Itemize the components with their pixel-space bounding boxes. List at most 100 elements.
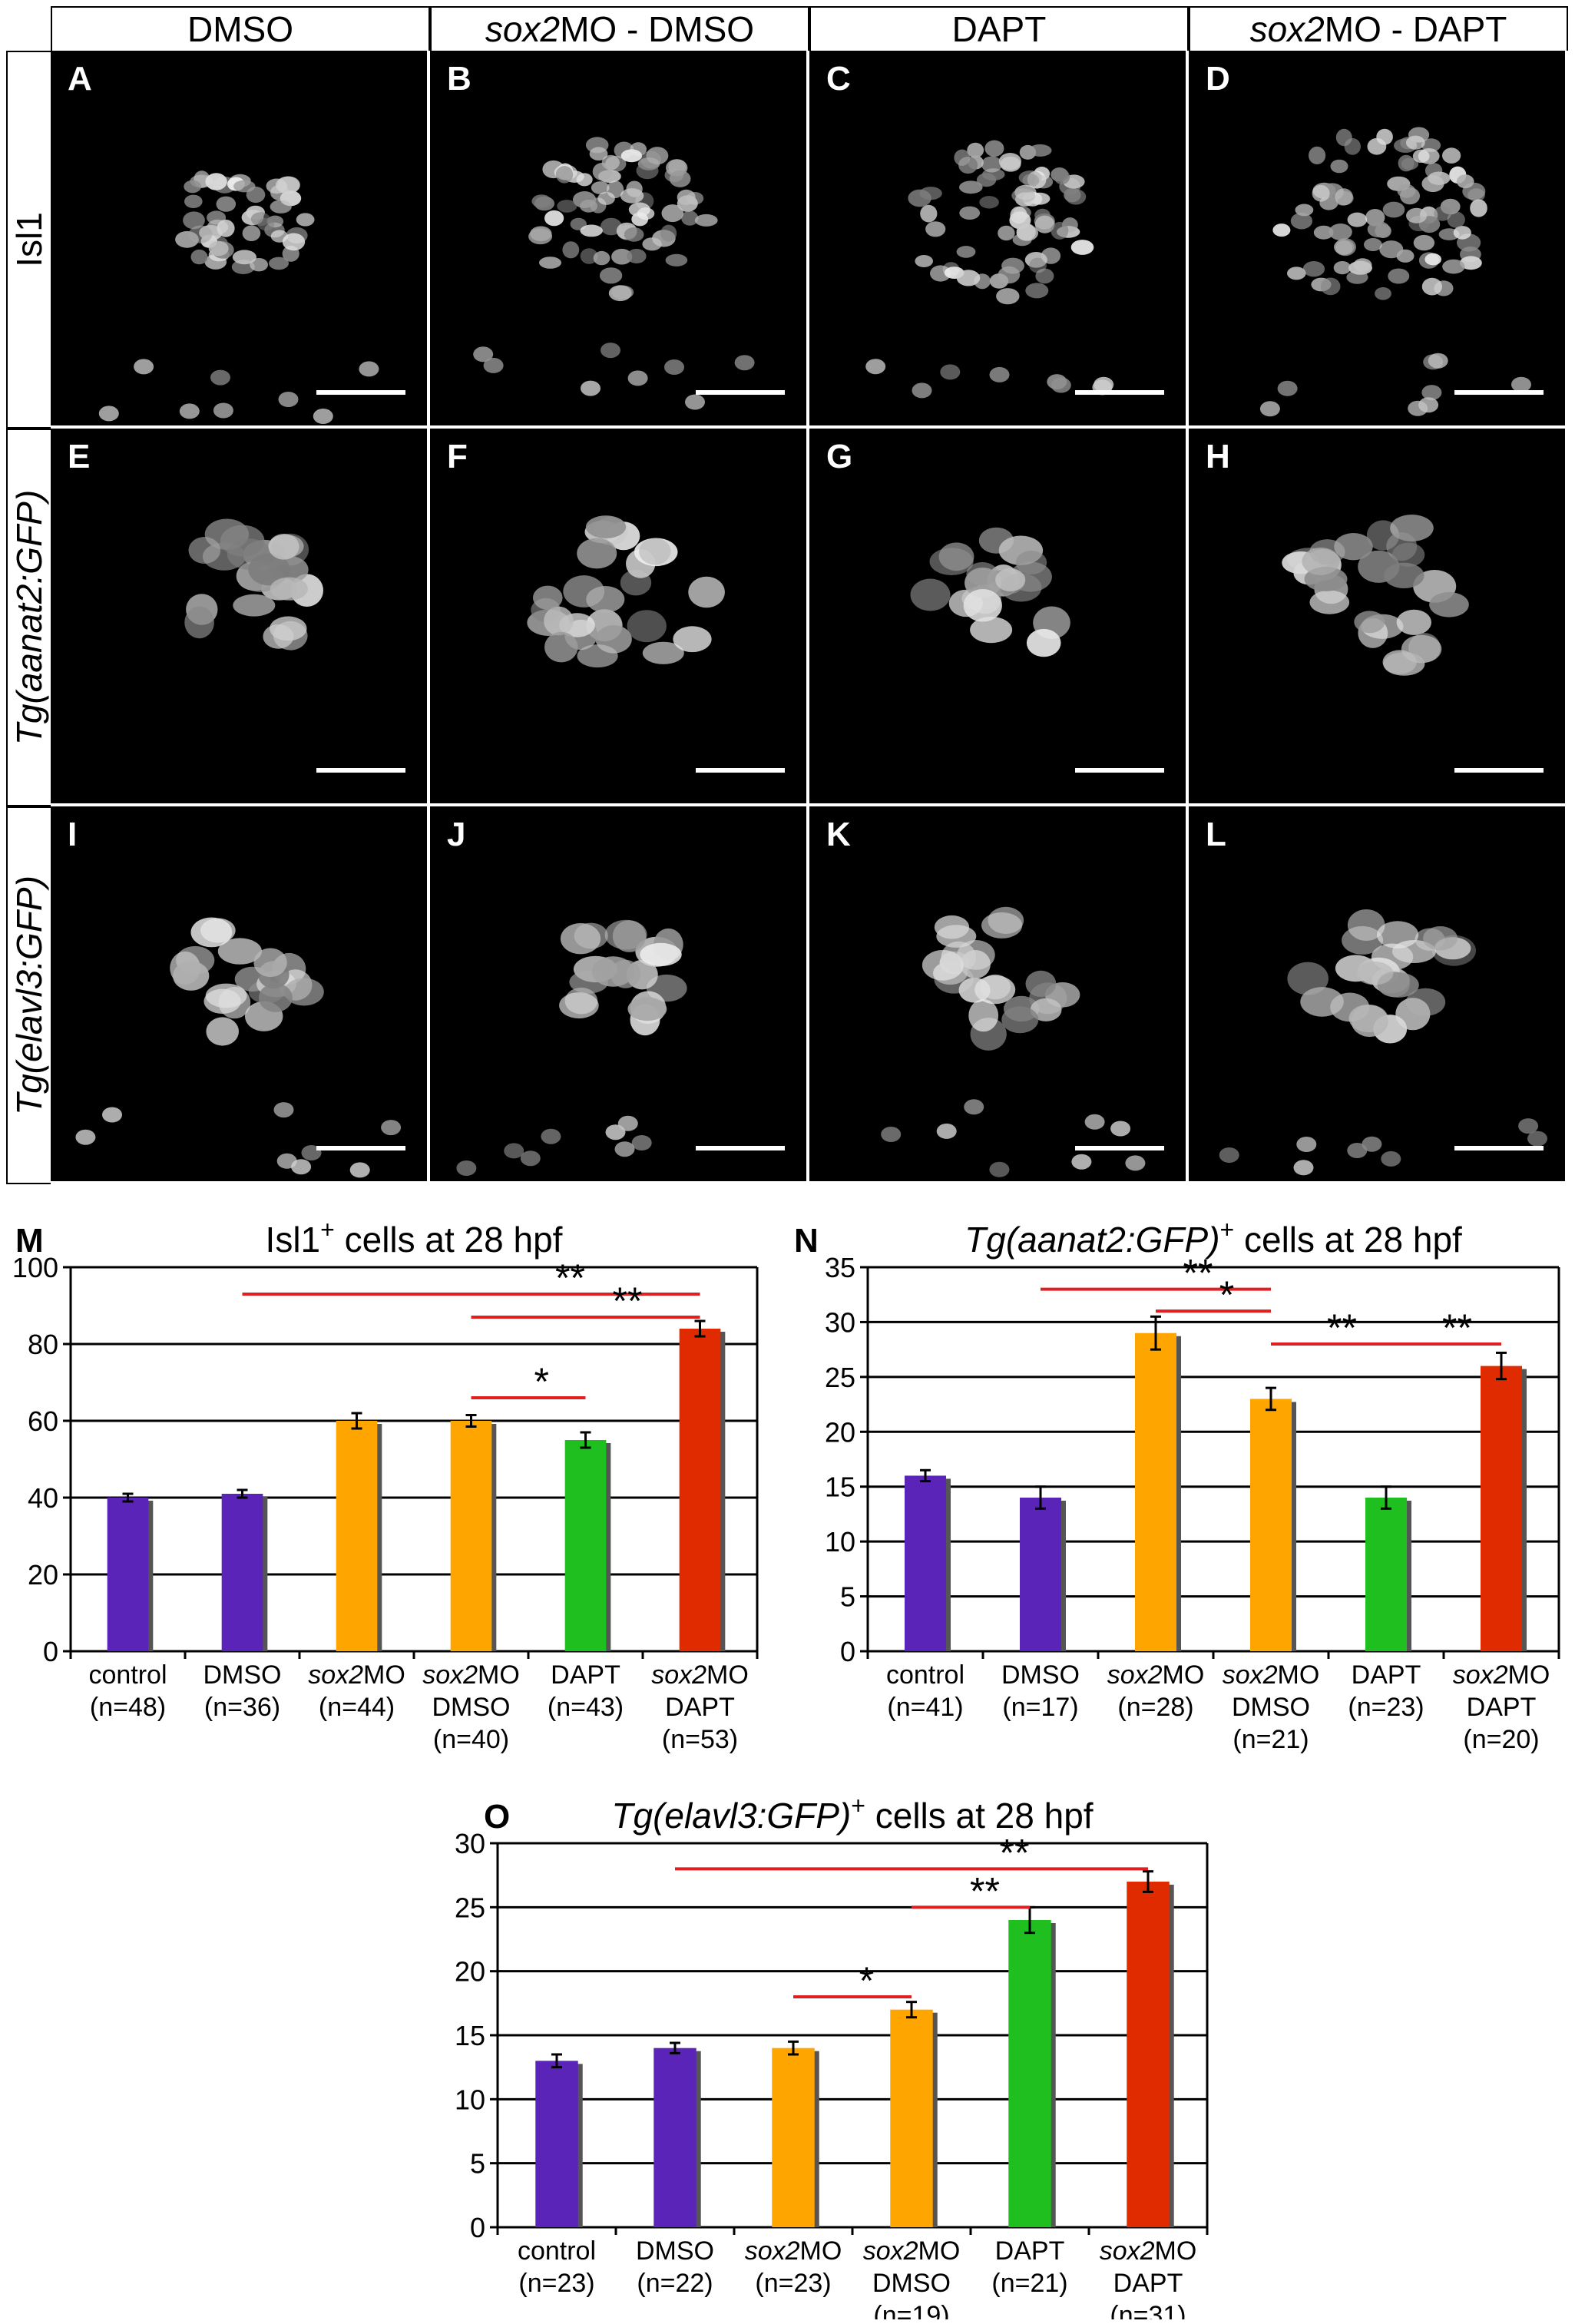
cell-nucleus: [250, 212, 270, 227]
cell-nucleus: [1518, 1118, 1539, 1134]
cell-nucleus: [912, 382, 932, 399]
cell-nucleus: [210, 369, 230, 386]
cell-nucleus: [1302, 261, 1325, 277]
panel-letter: I: [68, 816, 78, 853]
cell-nucleus: [968, 999, 999, 1032]
cell-nucleus: [278, 392, 299, 407]
y-tick-label: 40: [28, 1482, 58, 1514]
chart-title-main: Tg(aanat2:GFP): [965, 1220, 1219, 1260]
significance-marker: **: [1183, 1252, 1213, 1295]
cell-nucleus: [642, 237, 662, 251]
x-tick-label-italic: sox2: [1107, 1660, 1163, 1690]
cell-nucleus: [1312, 184, 1330, 202]
cell-nucleus: [640, 151, 661, 169]
x-tick-label: (n=36): [204, 1693, 280, 1722]
cell-nucleus: [1287, 266, 1306, 280]
cell-nucleus: [557, 200, 577, 213]
cell-nucleus: [664, 359, 684, 375]
x-tick-label: DAPT: [665, 1693, 735, 1722]
cell-nucleus: [544, 631, 578, 663]
micrograph-image: [75, 917, 402, 1178]
cell-nucleus: [1470, 199, 1487, 217]
x-tick-label: sox2MO: [651, 1660, 749, 1690]
cell-nucleus: [626, 180, 643, 197]
cell-nucleus: [989, 1161, 1010, 1177]
column-header-dmso: DMSO: [51, 6, 430, 51]
chart-title-rest: cells at 28 hpf: [335, 1220, 563, 1260]
cell-nucleus: [585, 515, 627, 538]
cell-nucleus: [544, 210, 564, 227]
cell-nucleus: [1351, 1005, 1388, 1038]
cell-nucleus: [1396, 249, 1415, 263]
micrograph-panel: K: [809, 806, 1186, 1181]
cell-nucleus: [188, 225, 213, 243]
micrograph-panel: B: [430, 51, 806, 425]
cell-nucleus: [296, 213, 315, 227]
cell-nucleus: [974, 975, 1016, 1005]
x-tick-label-italic: sox2: [1453, 1660, 1508, 1690]
x-tick-label: (n=21): [1233, 1725, 1309, 1754]
panel-letter: K: [826, 816, 851, 853]
y-tick-label: 30: [455, 1828, 485, 1859]
bar-chart-svg: M Isl1+ cells at 28 hpf 0 20 40 60 80 100 contro…: [12, 1216, 759, 1754]
micrograph-panel: J: [430, 806, 806, 1181]
x-tick-label-italic: sox2: [745, 2236, 800, 2266]
x-tick-label: sox2MO: [1100, 2236, 1197, 2266]
cell-nucleus: [563, 575, 605, 607]
x-tick-label: (n=23): [755, 2269, 831, 2298]
cell-nucleus: [1070, 240, 1094, 255]
cell-nucleus: [242, 225, 261, 241]
cell-nucleus: [269, 257, 289, 270]
cell-nucleus: [205, 173, 227, 190]
cell-nucleus: [1348, 260, 1372, 275]
cell-nucleus: [559, 992, 599, 1019]
cell-nucleus: [979, 196, 999, 209]
bar: [1008, 1920, 1051, 2227]
cell-nucleus: [1364, 238, 1382, 251]
cell-nucleus: [954, 149, 971, 166]
cell-nucleus: [734, 355, 755, 371]
cell-nucleus: [1272, 223, 1291, 237]
cell-nucleus: [574, 922, 608, 949]
cell-nucleus: [996, 288, 1020, 305]
cell-nucleus: [665, 253, 688, 266]
x-tick-label: (n=44): [319, 1693, 395, 1722]
chart-title-superscript: +: [1220, 1216, 1235, 1243]
x-tick-label: DAPT: [551, 1660, 620, 1690]
cell-nucleus: [75, 1129, 96, 1145]
cell-nucleus: [608, 285, 632, 302]
cell-nucleus: [1456, 174, 1474, 189]
cell-nucleus: [642, 641, 684, 664]
cell-nucleus: [270, 200, 292, 214]
chart-title-superscript: +: [851, 1792, 865, 1819]
cell-nucleus: [1051, 221, 1069, 240]
micrograph-panel: F: [430, 429, 806, 803]
x-tick-label: (n=23): [1348, 1693, 1424, 1722]
cell-nucleus: [617, 1115, 638, 1131]
cell-nucleus: [1434, 206, 1451, 221]
y-tick-label: 20: [825, 1416, 855, 1448]
cell-nucleus: [936, 925, 977, 948]
cell-nucleus: [988, 906, 1024, 934]
bar: [1020, 1498, 1061, 1651]
cell-nucleus: [349, 1162, 370, 1178]
bar: [535, 2061, 578, 2227]
y-tick-label: 30: [825, 1306, 855, 1338]
cell-nucleus: [1442, 259, 1465, 274]
x-tick-label: (n=31): [1110, 2301, 1186, 2319]
cell-nucleus: [555, 166, 574, 184]
cell-nucleus: [1290, 212, 1312, 230]
y-tick-label: 80: [28, 1329, 58, 1360]
cell-nucleus: [956, 246, 976, 258]
cell-nucleus: [1030, 998, 1062, 1021]
cell-nucleus: [936, 1123, 957, 1139]
cell-nucleus: [580, 248, 598, 264]
cell-nucleus: [179, 403, 200, 419]
cell-nucleus: [1010, 206, 1027, 224]
cell-nucleus: [1421, 277, 1442, 296]
micrograph-panel: C: [809, 51, 1186, 425]
cell-nucleus: [1367, 221, 1390, 238]
column-header-label: DAPT: [951, 9, 1047, 49]
chart-title-main: Tg(elavl3:GFP): [611, 1796, 851, 1836]
y-tick-label: 35: [825, 1252, 855, 1283]
